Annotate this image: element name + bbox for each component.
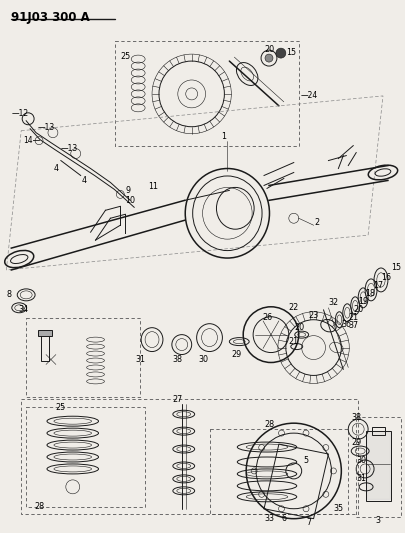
Text: 16: 16: [381, 273, 391, 282]
Text: 31: 31: [356, 474, 366, 483]
Text: 15: 15: [391, 263, 401, 272]
Text: 38: 38: [173, 355, 183, 364]
Text: —13: —13: [61, 144, 78, 153]
Text: 10: 10: [125, 196, 135, 205]
Bar: [372, 427, 385, 435]
Bar: [41, 333, 49, 360]
Text: 33: 33: [264, 514, 274, 523]
Text: 32: 32: [328, 298, 339, 308]
Text: 29: 29: [351, 438, 361, 447]
Text: 2: 2: [315, 218, 320, 227]
Text: 20: 20: [353, 305, 363, 314]
Text: 26: 26: [262, 313, 272, 322]
Text: 27: 27: [173, 395, 183, 404]
Text: 5: 5: [303, 456, 308, 465]
Text: 15: 15: [286, 47, 296, 56]
Bar: [115, 41, 299, 146]
Text: 4: 4: [53, 164, 58, 173]
Text: 91J03 300 A: 91J03 300 A: [11, 11, 90, 25]
Text: 37: 37: [348, 321, 358, 330]
Text: 25: 25: [120, 52, 130, 61]
Text: 34: 34: [18, 305, 28, 314]
Text: 6: 6: [281, 514, 286, 523]
Text: 17: 17: [373, 281, 383, 290]
Bar: [26, 407, 145, 507]
Bar: [26, 318, 140, 397]
Text: 30: 30: [356, 456, 366, 465]
Text: 4: 4: [81, 176, 86, 185]
Text: 22: 22: [289, 303, 299, 312]
Text: —13: —13: [38, 123, 55, 132]
Text: 31: 31: [135, 355, 145, 364]
Text: 23: 23: [309, 311, 319, 320]
Text: 14—: 14—: [23, 136, 40, 145]
Text: 3: 3: [375, 516, 381, 525]
Text: 7: 7: [306, 518, 311, 527]
Text: 28: 28: [34, 502, 44, 511]
Text: 20: 20: [295, 323, 305, 332]
Text: 18: 18: [365, 289, 375, 298]
Text: 30: 30: [198, 355, 209, 364]
Text: 28: 28: [264, 419, 274, 429]
Text: 9: 9: [125, 186, 130, 195]
Text: —24: —24: [301, 91, 318, 100]
Bar: [38, 330, 52, 336]
Text: 38: 38: [351, 413, 361, 422]
Text: 35: 35: [333, 504, 343, 513]
Polygon shape: [367, 431, 390, 499]
Text: 25: 25: [56, 403, 66, 412]
Text: 36: 36: [341, 320, 352, 329]
Circle shape: [265, 54, 273, 62]
Bar: [356, 417, 401, 516]
Bar: [366, 431, 391, 501]
Text: 8: 8: [6, 290, 11, 300]
Text: 19: 19: [358, 297, 368, 306]
Text: 20: 20: [264, 45, 274, 54]
Text: 11: 11: [148, 182, 158, 191]
Text: 21: 21: [348, 313, 358, 322]
Text: 29: 29: [231, 350, 241, 359]
Text: 21: 21: [289, 337, 299, 346]
Circle shape: [276, 48, 286, 58]
Bar: [209, 429, 348, 514]
Text: —12: —12: [11, 109, 28, 118]
Bar: [21, 399, 358, 514]
Text: 1: 1: [221, 132, 226, 141]
